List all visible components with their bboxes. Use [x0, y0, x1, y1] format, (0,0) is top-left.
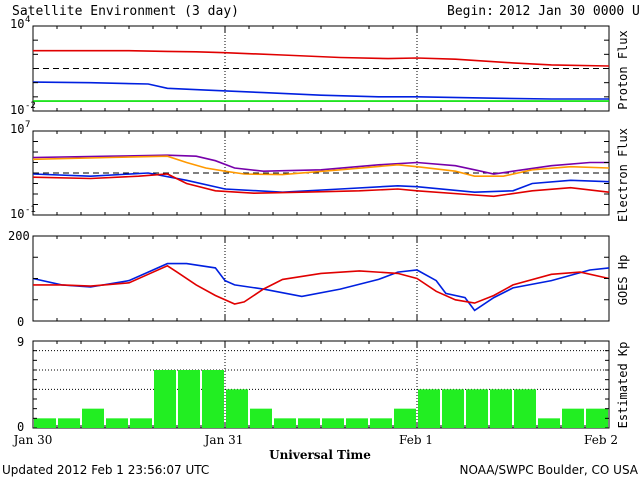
proton-series-blue	[32, 81, 609, 100]
kp-bar	[322, 418, 344, 428]
proton-ytick-top-base: 10	[10, 17, 24, 31]
electron-series-blue	[32, 172, 610, 194]
kp-bar	[394, 408, 416, 428]
hp-ytick-top: 200	[8, 229, 30, 243]
kp-bar	[226, 389, 248, 428]
hp-panel-frame	[32, 235, 610, 322]
kp-bar	[538, 418, 560, 428]
kp-bar	[370, 418, 392, 428]
panels	[32, 25, 610, 429]
proton-ytick-bottom-base: 10	[10, 103, 24, 117]
kp-bar	[514, 389, 536, 428]
hp-ytick-bottom: 0	[17, 315, 24, 329]
hp-series-red	[33, 264, 610, 305]
kp-bar	[346, 418, 368, 428]
electron-ytick-bottom-exp: -1	[25, 205, 36, 215]
electron-ytick-top-exp: 7	[25, 120, 30, 130]
electron-series-purple	[32, 154, 609, 175]
kp-bar	[130, 418, 152, 428]
kp-ytick-top: 9	[17, 335, 24, 349]
kp-bar	[82, 408, 104, 428]
electron-panel-label: Electron Flux	[616, 128, 630, 222]
begin-label: Begin:	[447, 4, 494, 19]
kp-ytick-bottom: 0	[17, 420, 24, 434]
proton-panel-label: Proton Flux	[616, 30, 630, 109]
chart-title: Satellite Environment (3 day)	[12, 4, 239, 19]
kp-panel-label: Estimated Kp	[616, 342, 630, 429]
proton-ytick-bottom-exp: -2	[25, 101, 36, 111]
kp-bar	[106, 418, 128, 428]
x-axis-title: Universal Time	[269, 448, 371, 462]
kp-bar	[562, 408, 584, 428]
kp-bar	[466, 389, 488, 428]
kp-bar	[154, 370, 176, 428]
kp-bar	[34, 418, 56, 428]
kp-bar	[274, 418, 296, 428]
kp-bar	[58, 418, 80, 428]
kp-bar	[202, 370, 224, 428]
electron-series-orange	[32, 155, 610, 177]
xtick-jan31: Jan 31	[203, 433, 244, 447]
hp-series-blue	[32, 262, 610, 312]
proton-series-red	[33, 49, 610, 67]
kp-bar	[178, 370, 200, 428]
electron-ytick-bottom-base: 10	[10, 207, 24, 221]
proton-ytick-top-exp: 4	[25, 15, 30, 25]
kp-bar	[298, 418, 320, 428]
begin-value: 2012 Jan 30 0000 UTC	[499, 4, 640, 19]
hp-panel-label: GOES Hp	[616, 255, 630, 306]
xtick-feb1: Feb 1	[399, 433, 433, 447]
electron-ytick-top-base: 10	[10, 122, 24, 136]
electron-panel-frame	[32, 130, 610, 216]
xtick-feb2: Feb 2	[584, 433, 618, 447]
xtick-jan30: Jan 30	[12, 433, 53, 447]
updated-timestamp: Updated 2012 Feb 1 23:56:07 UTC	[2, 463, 209, 477]
kp-bar	[442, 389, 464, 428]
kp-bar	[418, 389, 440, 428]
kp-bar	[250, 408, 272, 428]
electron-series-red	[32, 173, 610, 198]
credit: NOAA/SWPC Boulder, CO USA	[460, 463, 639, 477]
kp-bar	[586, 408, 608, 428]
kp-bar	[490, 389, 512, 428]
